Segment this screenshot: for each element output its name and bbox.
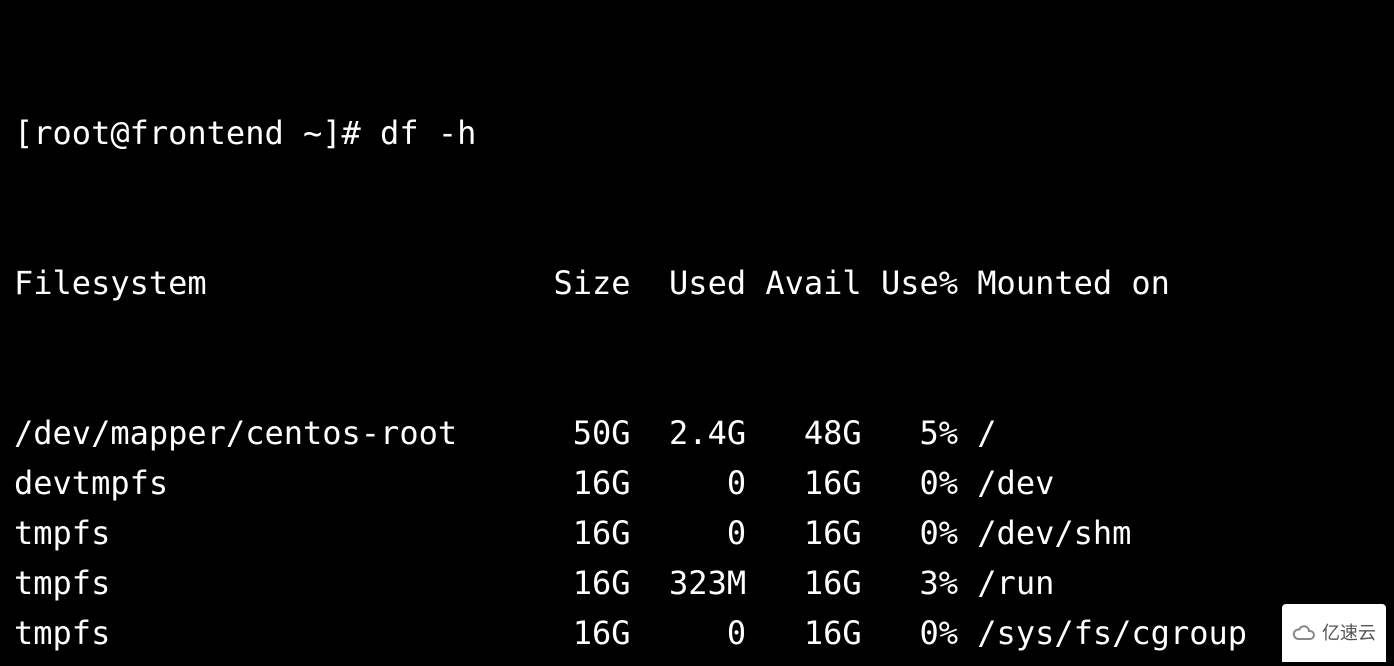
prompt: [root@frontend ~]#: [14, 114, 380, 152]
df-row: /dev/mapper/centos-root 50G 2.4G 48G 5% …: [14, 408, 1380, 458]
terminal-window[interactable]: [root@frontend ~]# df -h Filesystem Size…: [0, 0, 1394, 666]
df-row: tmpfs 16G 0 16G 0% /dev/shm: [14, 508, 1380, 558]
cloud-icon: [1292, 621, 1316, 645]
df-header-row: Filesystem Size Used Avail Use% Mounted …: [14, 258, 1380, 308]
command-text: df -h: [380, 114, 476, 152]
df-row: tmpfs 16G 323M 16G 3% /run: [14, 558, 1380, 608]
watermark-badge: 亿速云: [1282, 604, 1386, 662]
watermark-text: 亿速云: [1322, 608, 1376, 658]
df-output-rows: /dev/mapper/centos-root 50G 2.4G 48G 5% …: [14, 408, 1380, 666]
df-row: /dev/sda1 1014M 186M 829M 19% /boot: [14, 658, 1380, 666]
command-line: [root@frontend ~]# df -h: [14, 108, 1380, 158]
df-row: devtmpfs 16G 0 16G 0% /dev: [14, 458, 1380, 508]
df-row: tmpfs 16G 0 16G 0% /sys/fs/cgroup: [14, 608, 1380, 658]
